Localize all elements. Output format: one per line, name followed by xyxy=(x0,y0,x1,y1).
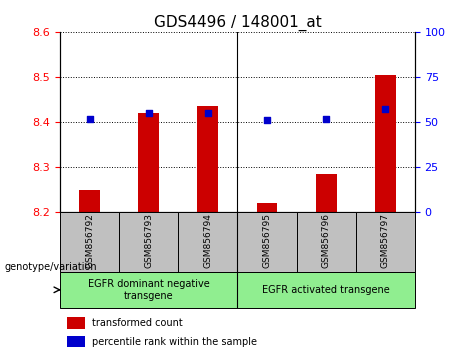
Bar xyxy=(178,212,237,272)
Bar xyxy=(356,212,415,272)
Point xyxy=(263,118,271,123)
Text: EGFR activated transgene: EGFR activated transgene xyxy=(262,285,390,295)
Point xyxy=(204,110,212,116)
Bar xyxy=(375,75,396,212)
Text: GSM856795: GSM856795 xyxy=(262,213,272,268)
Point xyxy=(145,110,152,116)
Bar xyxy=(138,113,159,212)
Title: GDS4496 / 148001_at: GDS4496 / 148001_at xyxy=(154,14,321,30)
Bar xyxy=(197,106,218,212)
Bar xyxy=(237,212,296,272)
Text: percentile rank within the sample: percentile rank within the sample xyxy=(92,337,257,347)
Point xyxy=(86,116,93,121)
Text: GSM856797: GSM856797 xyxy=(381,213,390,268)
Text: GSM856794: GSM856794 xyxy=(203,213,213,268)
Bar xyxy=(67,336,85,347)
Text: GSM856796: GSM856796 xyxy=(322,213,331,268)
Point xyxy=(382,107,389,112)
Text: GSM856792: GSM856792 xyxy=(85,213,94,268)
Bar xyxy=(296,212,356,272)
Bar xyxy=(257,203,278,212)
Bar xyxy=(237,272,415,308)
Bar xyxy=(316,174,337,212)
Bar xyxy=(79,190,100,212)
Text: EGFR dominant negative
transgene: EGFR dominant negative transgene xyxy=(88,279,210,301)
Bar xyxy=(60,212,119,272)
Bar xyxy=(60,272,237,308)
Point xyxy=(322,116,330,121)
Bar xyxy=(119,212,178,272)
Text: transformed count: transformed count xyxy=(92,318,183,328)
Text: GSM856793: GSM856793 xyxy=(144,213,153,268)
Text: genotype/variation: genotype/variation xyxy=(5,262,97,272)
Bar xyxy=(67,317,85,329)
